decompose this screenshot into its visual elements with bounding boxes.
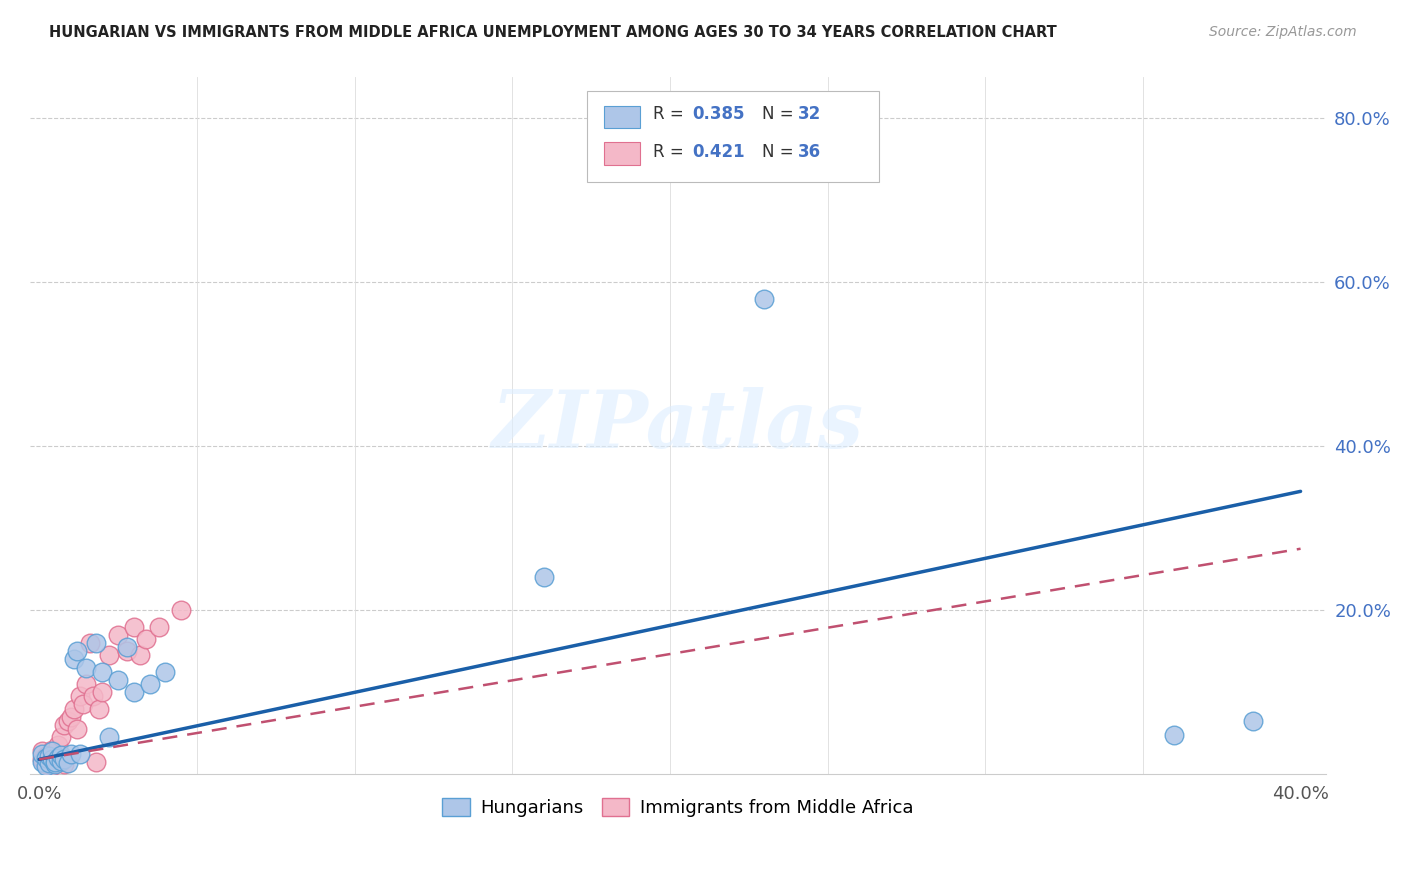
Point (46, 739, 69, 753)
Point (38, 754, 60, 768)
Text: R =: R = (654, 105, 689, 123)
Point (66, 722, 89, 736)
Point (51, 755, 73, 769)
Point (44, 755, 66, 769)
Text: ZIPatlas: ZIPatlas (492, 387, 863, 465)
Point (117, 644, 139, 658)
Point (31, 747, 53, 761)
Text: Source: ZipAtlas.com: Source: ZipAtlas.com (1209, 25, 1357, 39)
Point (46, 748, 69, 763)
Point (148, 619, 170, 633)
Text: N =: N = (762, 105, 799, 123)
Point (107, 628, 129, 642)
Point (87, 701, 110, 715)
Point (31, 755, 53, 769)
Text: 32: 32 (799, 105, 821, 123)
Point (170, 603, 193, 617)
Point (1241, 714, 1264, 728)
Point (155, 665, 177, 679)
Point (69, 690, 91, 704)
FancyBboxPatch shape (605, 106, 640, 128)
Point (69, 747, 91, 761)
Text: N =: N = (762, 143, 799, 161)
Point (44, 757, 66, 772)
Point (38, 756, 60, 771)
Point (34, 749, 56, 764)
Point (31, 752, 53, 766)
FancyBboxPatch shape (605, 142, 640, 164)
Point (82, 690, 104, 704)
Point (59, 747, 82, 761)
FancyBboxPatch shape (588, 91, 879, 182)
Point (44, 755, 66, 769)
Point (91, 665, 114, 679)
Point (129, 648, 152, 663)
Point (76, 660, 98, 674)
Point (63, 701, 86, 715)
Point (533, 570, 555, 584)
Point (122, 619, 145, 633)
Point (1163, 728, 1185, 742)
Point (56, 714, 79, 728)
Point (72, 698, 94, 712)
Point (41, 759, 63, 773)
Text: 36: 36 (799, 143, 821, 161)
Point (38, 749, 60, 764)
Point (97, 731, 120, 745)
Point (84, 636, 107, 650)
Point (34, 759, 56, 773)
Point (122, 685, 145, 699)
Point (63, 652, 86, 666)
Point (41, 742, 63, 756)
Text: R =: R = (654, 143, 689, 161)
Point (76, 677, 98, 691)
Point (51, 748, 73, 763)
Point (59, 710, 82, 724)
Point (51, 754, 73, 768)
Text: 0.385: 0.385 (692, 105, 745, 123)
Point (754, 292, 776, 306)
Point (97, 648, 120, 663)
Point (66, 644, 89, 658)
Point (46, 750, 69, 764)
Point (79, 636, 101, 650)
Text: 0.421: 0.421 (692, 143, 745, 161)
Point (51, 731, 73, 745)
Point (41, 744, 63, 758)
Point (34, 757, 56, 772)
Point (44, 750, 66, 764)
Point (31, 744, 53, 758)
Point (34, 750, 56, 764)
Point (53, 718, 76, 732)
Point (117, 640, 139, 654)
Point (56, 756, 79, 771)
Point (41, 752, 63, 766)
Legend: Hungarians, Immigrants from Middle Africa: Hungarians, Immigrants from Middle Afric… (436, 790, 921, 824)
Point (91, 685, 114, 699)
Point (138, 677, 160, 691)
Point (135, 632, 157, 646)
Point (53, 757, 76, 772)
Point (53, 752, 76, 766)
Point (84, 755, 107, 769)
Text: HUNGARIAN VS IMMIGRANTS FROM MIDDLE AFRICA UNEMPLOYMENT AMONG AGES 30 TO 34 YEAR: HUNGARIAN VS IMMIGRANTS FROM MIDDLE AFRI… (49, 25, 1057, 40)
Point (107, 673, 129, 687)
Point (38, 747, 60, 761)
